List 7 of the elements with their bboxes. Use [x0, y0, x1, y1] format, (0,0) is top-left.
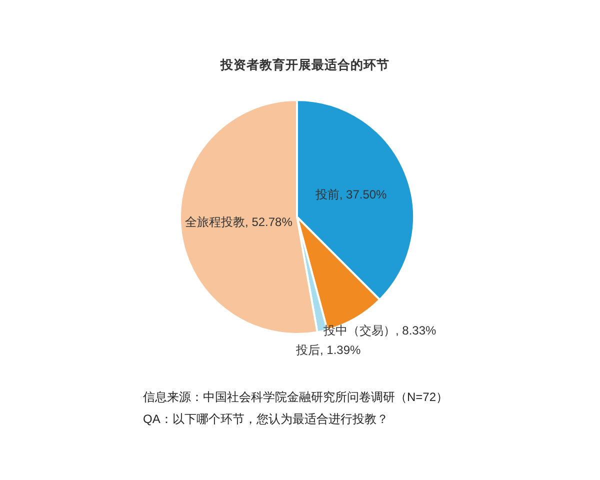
- chart-title: 投资者教育开展最适合的环节: [220, 57, 390, 72]
- text: 信息来源：中国社会科学院金融研究所问卷调研（N=72）: [143, 390, 448, 404]
- slice-label: 全旅程投教, 52.78%: [185, 215, 293, 230]
- slice-label: 投后, 1.39%: [294, 343, 362, 358]
- slice-label: 投前, 37.50%: [314, 188, 388, 202]
- slice-label: 投中（交易）, 8.33%: [322, 323, 437, 338]
- text: QA：以下哪个环节，您认为最适合进行投教？: [143, 412, 388, 426]
